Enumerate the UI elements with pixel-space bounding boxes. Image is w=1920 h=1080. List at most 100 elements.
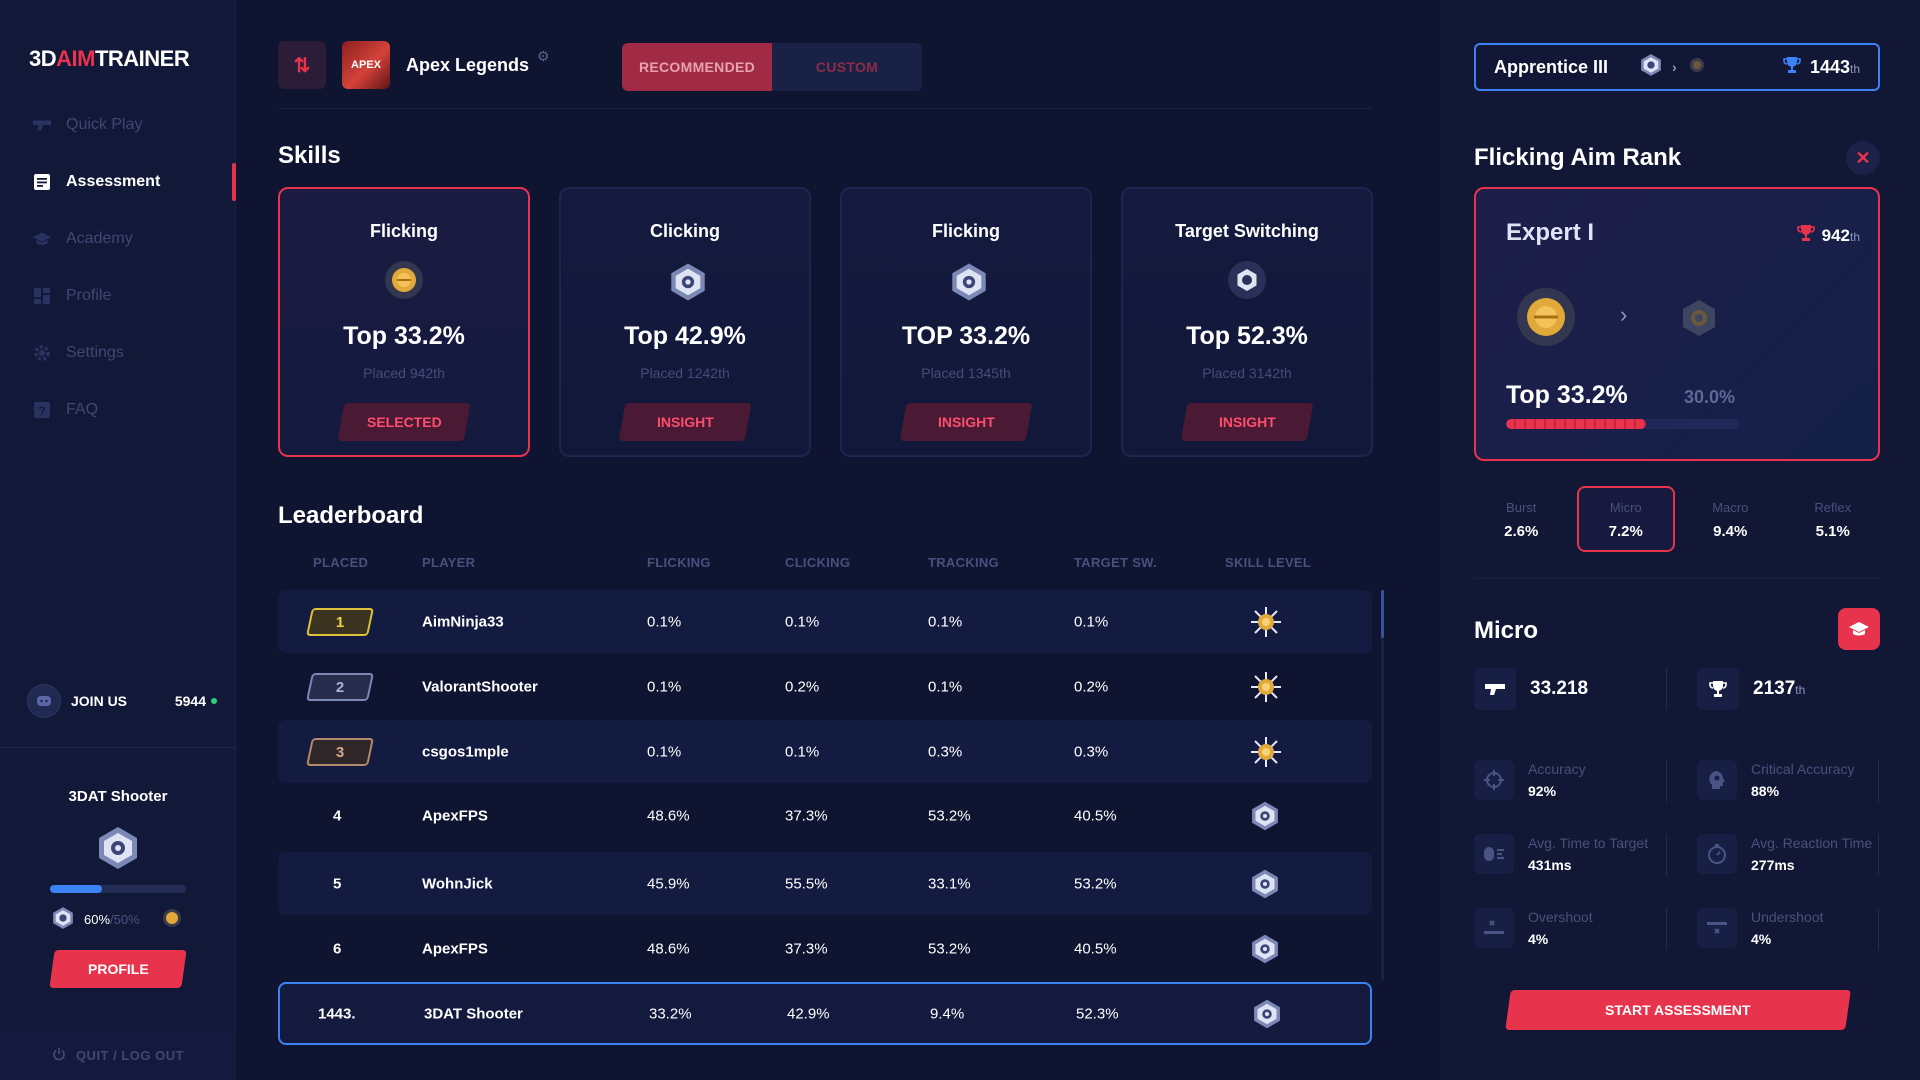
tab-micro[interactable]: Micro 7.2% xyxy=(1576,486,1675,552)
insight-button[interactable]: INSIGHT xyxy=(1180,403,1314,441)
cell-tracking: 0.1% xyxy=(928,678,963,695)
tab-value: 5.1% xyxy=(1815,523,1850,540)
col-placed[interactable]: PLACED xyxy=(313,555,369,570)
tab-label: Reflex xyxy=(1814,500,1852,515)
tab-reflex[interactable]: Reflex 5.1% xyxy=(1786,486,1881,552)
silver-rank-icon xyxy=(1248,799,1282,833)
tab-burst[interactable]: Burst 2.6% xyxy=(1474,486,1569,552)
col-skill-level[interactable]: SKILL LEVEL xyxy=(1225,555,1312,570)
discord-icon xyxy=(27,684,61,718)
col-flicking[interactable]: FLICKING xyxy=(647,555,711,570)
micro-title: Micro xyxy=(1474,617,1539,644)
insight-button[interactable]: INSIGHT xyxy=(899,403,1033,441)
silver-rank-icon xyxy=(1248,932,1282,966)
player-name[interactable]: csgos1mple xyxy=(422,743,509,760)
player-name[interactable]: WohnJick xyxy=(422,875,493,892)
col-target-sw[interactable]: TARGET SW. xyxy=(1074,555,1157,570)
sidebar-item-profile[interactable]: Profile xyxy=(0,267,236,324)
col-player[interactable]: PLAYER xyxy=(422,555,476,570)
gold-rank-icon xyxy=(384,260,424,300)
swap-game-button[interactable]: ⇅ xyxy=(278,41,326,89)
sidebar-item-academy[interactable]: Academy xyxy=(0,210,236,267)
start-assessment-button[interactable]: START ASSESSMENT xyxy=(1505,990,1851,1030)
leaderboard-scrollbar[interactable] xyxy=(1381,590,1384,980)
online-count: 5944 xyxy=(175,693,217,709)
stat-divider xyxy=(1666,668,1667,710)
metric-value: 92% xyxy=(1528,783,1557,799)
game-thumbnail[interactable]: APEX xyxy=(342,41,390,89)
join-discord[interactable]: JOIN US 5944 xyxy=(27,684,217,718)
sidebar-item-assessment[interactable]: Assessment xyxy=(0,153,236,210)
tab-custom[interactable]: CUSTOM xyxy=(815,59,879,75)
tab-recommended[interactable]: RECOMMENDED xyxy=(622,43,772,91)
sidebar-divider xyxy=(0,747,236,748)
tab-value: 7.2% xyxy=(1608,523,1643,540)
micro-place: 2137th xyxy=(1697,668,1805,710)
quit-button[interactable]: QUIT / LOG OUT xyxy=(0,1030,236,1080)
sidebar-item-quick-play[interactable]: Quick Play xyxy=(0,96,236,153)
table-row[interactable]: 4 ApexFPS 48.6% 37.3% 53.2% 40.5% xyxy=(278,784,1372,847)
cell-target-sw: 0.3% xyxy=(1074,743,1109,760)
rank-card-rank: Expert I xyxy=(1506,219,1595,246)
cell-target-sw: 0.1% xyxy=(1074,613,1109,630)
insight-button[interactable]: INSIGHT xyxy=(618,403,752,441)
skill-top-percent: Top 33.2% xyxy=(343,322,465,350)
table-row[interactable]: 2 ValorantShooter 0.1% 0.2% 0.1% 0.2% xyxy=(278,655,1372,718)
game-selector: ⇅ APEX Apex Legends ⚙ xyxy=(278,40,550,90)
start-assessment-label: START ASSESSMENT xyxy=(1605,1002,1751,1018)
mode-segmented-control: RECOMMENDED CUSTOM xyxy=(622,43,922,91)
gold-rank-icon xyxy=(1516,287,1576,352)
player-name[interactable]: ApexFPS xyxy=(422,807,488,824)
profile-button[interactable]: PROFILE xyxy=(49,950,187,988)
sidebar-item-label: Profile xyxy=(66,286,112,304)
logo-aim: AIM xyxy=(56,46,95,71)
skill-button-label: INSIGHT xyxy=(1218,414,1276,430)
metric-label: Undershoot xyxy=(1751,909,1824,925)
table-row[interactable]: 1443. 3DAT Shooter 33.2% 42.9% 9.4% 52.3% xyxy=(278,982,1372,1045)
table-row[interactable]: 1 AimNinja33 0.1% 0.1% 0.1% 0.1% xyxy=(278,590,1372,653)
micro-score-value: 33.218 xyxy=(1530,678,1589,699)
sidebar-item-faq[interactable]: ? FAQ xyxy=(0,381,236,438)
place-value: 6 xyxy=(333,940,342,957)
cell-tracking: 0.1% xyxy=(928,613,963,630)
scrollbar-thumb[interactable] xyxy=(1381,590,1384,638)
game-settings-icon[interactable]: ⚙ xyxy=(537,47,550,64)
place-value: 1 xyxy=(335,613,345,630)
current-rank-pill[interactable]: Apprentice III › 1443th xyxy=(1474,43,1880,91)
col-tracking[interactable]: TRACKING xyxy=(928,555,1000,570)
cell-tracking: 0.3% xyxy=(928,743,963,760)
table-row[interactable]: 6 ApexFPS 48.6% 37.3% 53.2% 40.5% xyxy=(278,917,1372,980)
metric-label: Overshoot xyxy=(1528,909,1593,925)
player-name[interactable]: 3DAT Shooter xyxy=(424,1005,523,1022)
close-icon[interactable]: ✕ xyxy=(1846,141,1880,175)
rank-card-place: 942th xyxy=(1796,223,1860,248)
cell-tracking: 53.2% xyxy=(928,940,971,957)
metric-value: 4% xyxy=(1528,931,1549,947)
player-name[interactable]: AimNinja33 xyxy=(422,613,504,630)
swap-arrows-icon: ⇅ xyxy=(293,54,311,77)
sidebar-item-settings[interactable]: Settings xyxy=(0,324,236,381)
player-name[interactable]: ApexFPS xyxy=(422,940,488,957)
table-row[interactable]: 5 WohnJick 45.9% 55.5% 33.1% 53.2% xyxy=(278,852,1372,915)
table-row[interactable]: 3 csgos1mple 0.1% 0.1% 0.3% 0.3% xyxy=(278,720,1372,783)
skill-card-target-switching[interactable]: Target Switching Top 52.3% Placed 3142th… xyxy=(1121,187,1373,457)
skill-card-clicking[interactable]: Clicking Top 42.9% Placed 1242th INSIGHT xyxy=(559,187,811,457)
cell-clicking: 0.1% xyxy=(785,613,820,630)
metric-divider xyxy=(1878,834,1879,876)
tab-macro[interactable]: Macro 9.4% xyxy=(1683,486,1778,552)
place-badge: 3 xyxy=(306,737,374,766)
silver-rank-icon xyxy=(665,260,705,301)
trophy-icon xyxy=(1796,223,1816,248)
col-clicking[interactable]: CLICKING xyxy=(785,555,851,570)
skill-card-flicking-2[interactable]: Flicking TOP 33.2% Placed 1345th INSIGHT xyxy=(840,187,1092,457)
sidebar-item-label: FAQ xyxy=(66,400,99,418)
academy-cap-icon[interactable] xyxy=(1838,608,1880,650)
cell-clicking: 0.1% xyxy=(785,743,820,760)
skill-card-flicking[interactable]: Flicking Top 33.2% Placed 942th SELECTED xyxy=(278,187,530,457)
grid-icon xyxy=(32,286,52,306)
rank-progress-bar xyxy=(1506,419,1740,429)
selected-button[interactable]: SELECTED xyxy=(337,403,471,441)
app-logo[interactable]: 3DAIMTRAINER xyxy=(29,46,190,72)
player-name[interactable]: ValorantShooter xyxy=(422,678,538,695)
silver-rank-icon xyxy=(50,905,76,934)
